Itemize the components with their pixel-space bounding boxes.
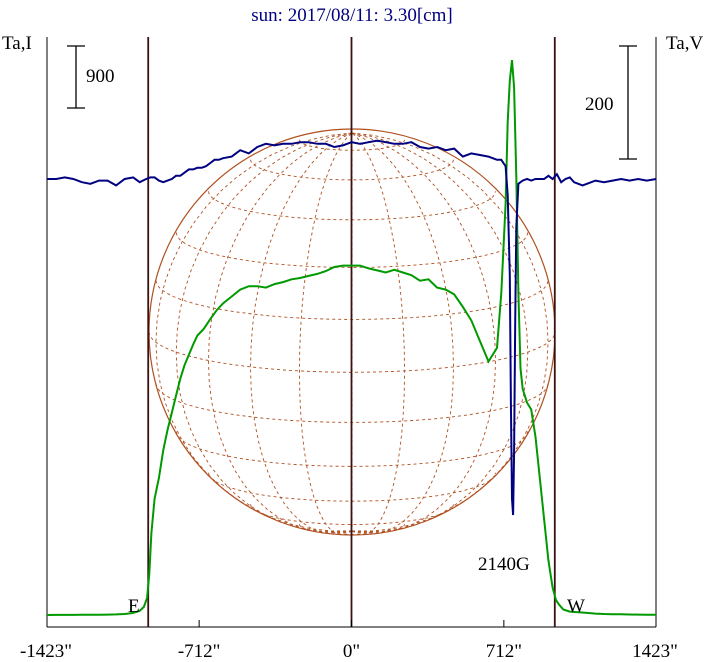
scale-bar-right (619, 45, 637, 160)
x-tick-label: 1423" (632, 641, 678, 662)
disc-longitude-line (250, 132, 353, 535)
disc-longitude-line (351, 132, 496, 534)
scale-bar-left (67, 45, 85, 109)
x-tick-label: -1423" (20, 641, 72, 662)
disc-longitude-line (155, 132, 353, 532)
limb-label-west: W (567, 596, 585, 617)
left-axis-label: Ta,I (2, 33, 32, 54)
x-tick-label: 712" (486, 641, 522, 662)
reference-lines (147, 37, 556, 627)
x-tick-labels: -1423" -712" 0" 712" 1423" (20, 641, 678, 662)
disc-longitude-line (351, 132, 454, 535)
series-intensity-line (46, 59, 657, 616)
x-tick-label: -712" (178, 641, 221, 662)
disc-longitude-line (351, 132, 549, 532)
right-axis-label: Ta,V (666, 33, 703, 54)
disc-longitude-line (351, 132, 405, 536)
limb-label-east: E (128, 596, 140, 617)
x-ticks (46, 620, 657, 627)
disc-longitude-line (299, 132, 353, 536)
scale-bar-right-label: 200 (585, 94, 614, 115)
disc-longitude-line (208, 132, 353, 534)
disc-longitude-line (175, 132, 353, 533)
chart-title: sun: 2017/08/11: 3.30[cm] (251, 5, 452, 26)
annotation-2140G: 2140G (478, 554, 530, 575)
scale-bar-left-label: 900 (86, 66, 115, 87)
disc-longitude-line (351, 132, 529, 533)
series-polarization-line (47, 139, 657, 516)
disc-latitude-line (175, 431, 529, 467)
x-tick-label: 0" (343, 641, 360, 662)
